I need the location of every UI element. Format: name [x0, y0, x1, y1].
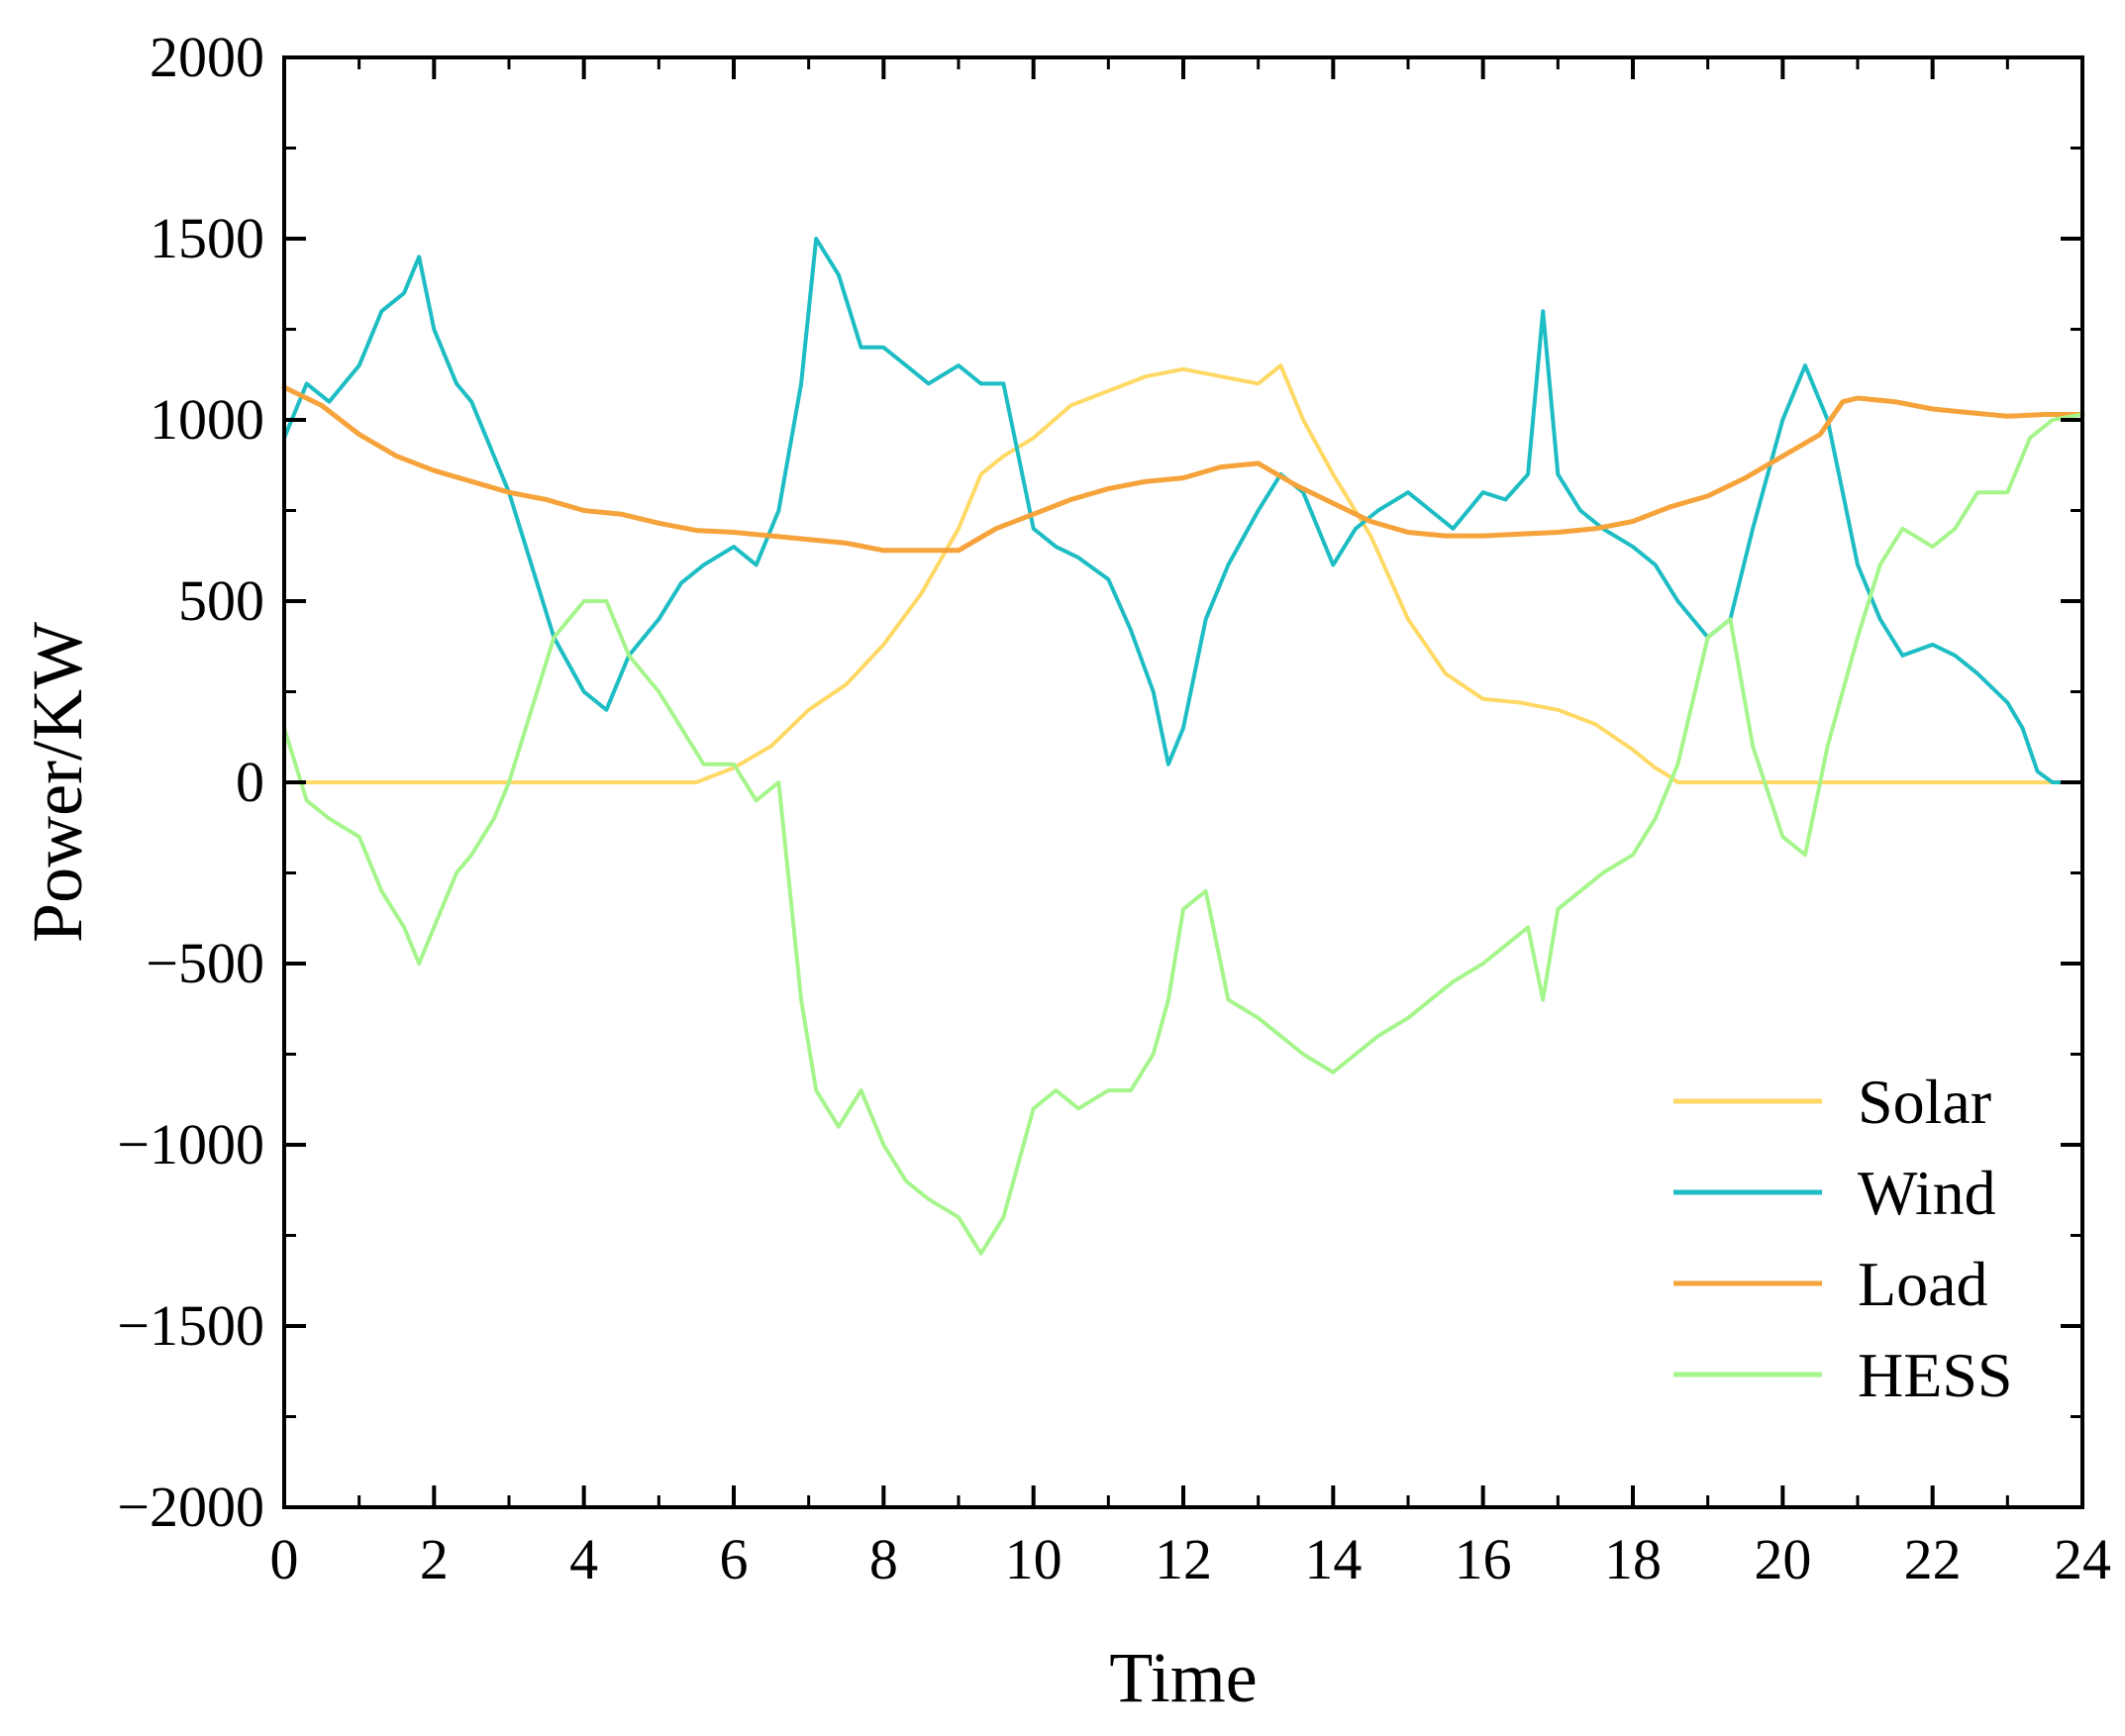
x-tick-label: 6 — [720, 1527, 749, 1591]
legend-label-hess: HESS — [1858, 1340, 2013, 1410]
x-tick-label: 22 — [1904, 1527, 1962, 1591]
y-axis-title: Power/KW — [18, 622, 97, 943]
x-tick-label: 4 — [569, 1527, 598, 1591]
y-tick-label: −500 — [146, 931, 264, 995]
x-tick-label: 16 — [1455, 1527, 1512, 1591]
y-axis: −2000 −1500 −1000 −500 0 500 1000 1500 2000 — [117, 25, 2082, 1539]
y-tick-label: 2000 — [150, 25, 264, 89]
legend: Solar Wind Load HESS — [1673, 1067, 2013, 1410]
x-tick-label: 14 — [1304, 1527, 1362, 1591]
x-axis: 0 2 4 6 8 10 12 14 16 18 20 22 24 — [270, 57, 2111, 1591]
series-line-load — [281, 384, 2085, 554]
legend-label-wind: Wind — [1858, 1158, 1996, 1228]
series-line-hess — [282, 412, 2084, 1256]
y-tick-label: 1000 — [150, 387, 264, 452]
x-tick-label: 2 — [420, 1527, 449, 1591]
y-tick-label: −2000 — [117, 1475, 264, 1539]
x-tick-label: 0 — [270, 1527, 299, 1591]
x-axis-title: Time — [1109, 1638, 1257, 1717]
y-tick-label: −1000 — [117, 1112, 264, 1176]
x-tick-label: 12 — [1155, 1527, 1212, 1591]
x-tick-label: 8 — [869, 1527, 898, 1591]
x-tick-label: 24 — [2054, 1527, 2111, 1591]
y-tick-label: 1500 — [150, 206, 264, 270]
legend-label-load: Load — [1858, 1249, 1988, 1319]
legend-label-solar: Solar — [1858, 1067, 1991, 1137]
x-tick-label: 18 — [1604, 1527, 1662, 1591]
series-line-wind — [282, 237, 2084, 784]
y-tick-label: −1500 — [117, 1293, 264, 1358]
series-layer — [281, 237, 2085, 1256]
x-tick-label: 10 — [1005, 1527, 1062, 1591]
y-tick-label: 0 — [236, 750, 264, 814]
y-tick-label: 500 — [178, 568, 264, 633]
x-tick-label: 20 — [1754, 1527, 1811, 1591]
